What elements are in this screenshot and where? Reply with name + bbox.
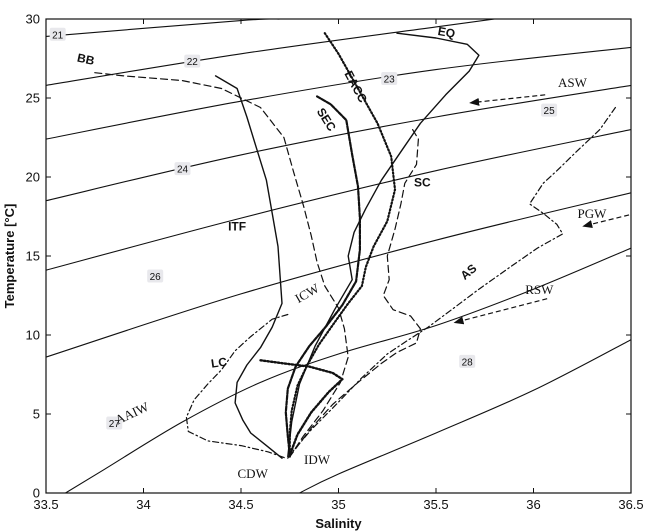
series-line-sc	[289, 129, 421, 458]
x-tick-label: 34	[136, 497, 150, 512]
contour-label-28: 28	[459, 354, 476, 368]
x-tick-label: 33.5	[33, 497, 58, 512]
density-contour-26	[46, 192, 631, 358]
series-line-bb	[94, 72, 349, 458]
series-label-eq: EQ	[437, 24, 457, 41]
x-tick-label: 36.5	[618, 497, 643, 512]
y-tick-label: 15	[26, 249, 40, 264]
water-mass-label-pgw: PGW	[578, 206, 608, 221]
x-tick-label: 35	[331, 497, 345, 512]
density-contour-21	[46, 19, 281, 37]
water-mass-label-icw: ICW	[292, 280, 322, 306]
contour-label-26: 26	[147, 269, 164, 283]
series-line-eacc	[288, 32, 397, 458]
plot-frame	[45, 18, 632, 494]
series-line-itf	[214, 75, 283, 459]
series-label-eacc: EACC	[342, 68, 370, 105]
density-contour-28	[299, 339, 631, 493]
x-tick-label: 34.5	[228, 497, 253, 512]
series-line-as	[287, 106, 616, 459]
water-mass-label-asw: ASW	[558, 75, 588, 90]
contour-label-23: 23	[381, 72, 398, 86]
density-contour-24	[46, 84, 631, 202]
series-label-as: AS	[458, 261, 480, 282]
density-contours	[46, 19, 631, 493]
svg-text:28: 28	[462, 357, 474, 368]
y-tick-label: 5	[33, 407, 40, 422]
water-mass-label-rsw: RSW	[525, 282, 554, 297]
series-line-lc	[185, 313, 289, 459]
series-lines	[94, 32, 616, 459]
y-tick-label: 10	[26, 328, 40, 343]
arrow-asw	[469, 94, 546, 106]
density-contour-27	[65, 247, 631, 493]
y-tick-label: 0	[33, 486, 40, 501]
density-contour-22	[46, 19, 495, 86]
series-label-bb: BB	[76, 51, 96, 68]
y-tick-label: 20	[26, 170, 40, 185]
water-mass-label-idw: IDW	[304, 452, 331, 467]
svg-text:22: 22	[187, 57, 199, 68]
contour-label-24: 24	[174, 162, 191, 176]
y-tick-label: 30	[26, 12, 40, 27]
x-tick-label: 35.5	[423, 497, 448, 512]
svg-text:21: 21	[52, 30, 64, 41]
contour-label-21: 21	[49, 27, 66, 41]
series-line-eq	[287, 32, 480, 458]
contour-label-22: 22	[184, 54, 201, 68]
x-axis-label: Salinity	[315, 516, 362, 531]
svg-text:25: 25	[544, 106, 556, 117]
series-label-sc: SC	[414, 175, 431, 189]
svg-text:24: 24	[177, 165, 189, 176]
water-mass-label-cdw: CDW	[238, 466, 269, 481]
series-line-sec	[284, 95, 361, 457]
y-axis-label: Temperature [°C]	[2, 204, 17, 309]
water-mass-label-aaiw: AAIW	[113, 399, 152, 428]
svg-text:26: 26	[150, 272, 162, 283]
svg-text:23: 23	[384, 75, 396, 86]
x-tick-label: 36	[526, 497, 540, 512]
contour-label-27: 27	[106, 416, 123, 430]
density-contour-23	[46, 46, 631, 140]
series-line-unlabeled-8	[259, 359, 344, 457]
y-tick-label: 25	[26, 91, 40, 106]
contour-labels: 21 22 23 24 25 26 27 28	[49, 27, 558, 430]
series-label-lc: LC	[210, 355, 228, 371]
density-contour-25	[46, 129, 631, 271]
series-label-itf: ITF	[228, 220, 246, 234]
water-mass-arrows	[453, 94, 630, 325]
axis-ticks: 33.5 34 34.5 35 35.5 36 36.5 0 5 10 15 20 25 30	[26, 12, 644, 513]
contour-label-25: 25	[541, 103, 558, 117]
svg-text:27: 27	[109, 419, 121, 430]
